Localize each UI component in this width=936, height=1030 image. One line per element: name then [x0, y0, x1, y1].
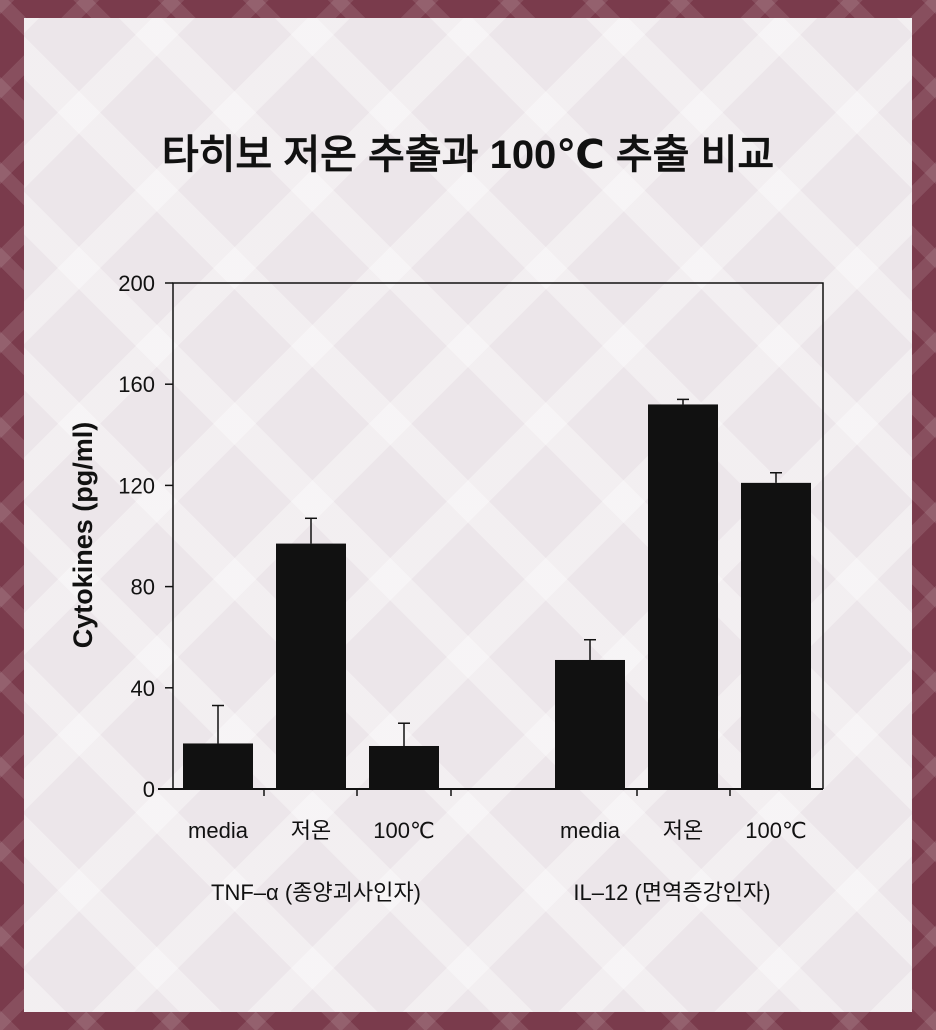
bar-g1-2	[741, 482, 811, 789]
category-label-g0-2: 100℃	[373, 818, 434, 843]
y-tick-label-5: 200	[118, 271, 155, 296]
category-label-g1-0: media	[560, 818, 621, 843]
y-tick-label-1: 40	[131, 676, 155, 701]
y-tick-label-4: 160	[118, 372, 155, 397]
y-tick-label-3: 120	[118, 473, 155, 498]
y-tick-label-2: 80	[131, 575, 155, 600]
y-tick-label-0: 0	[143, 777, 155, 802]
bar-g1-1	[648, 404, 718, 789]
group-label-0: TNF–α (종양괴사인자)	[211, 880, 421, 905]
chart-title: 타히보 저온 추출과 100℃ 추출 비교	[162, 133, 774, 177]
y-axis-label: Cytokines (pg/ml)	[68, 422, 98, 649]
bar-g0-2	[369, 745, 439, 789]
group-label-1: IL–12 (면역증강인자)	[573, 880, 770, 905]
plot-area: 0 40 80 120 160 200 media 저온 100℃ TNF–α (종양괴사인자) m…	[118, 271, 824, 905]
bar-g0-1	[276, 543, 346, 789]
category-label-g0-1: 저온	[291, 818, 331, 843]
bar-g1-0	[555, 659, 625, 789]
plot-frame	[172, 282, 824, 789]
category-label-g1-2: 100℃	[745, 818, 806, 843]
bar-g0-0	[183, 743, 253, 789]
category-label-g0-0: media	[188, 818, 249, 843]
category-label-g1-1: 저온	[663, 818, 703, 843]
